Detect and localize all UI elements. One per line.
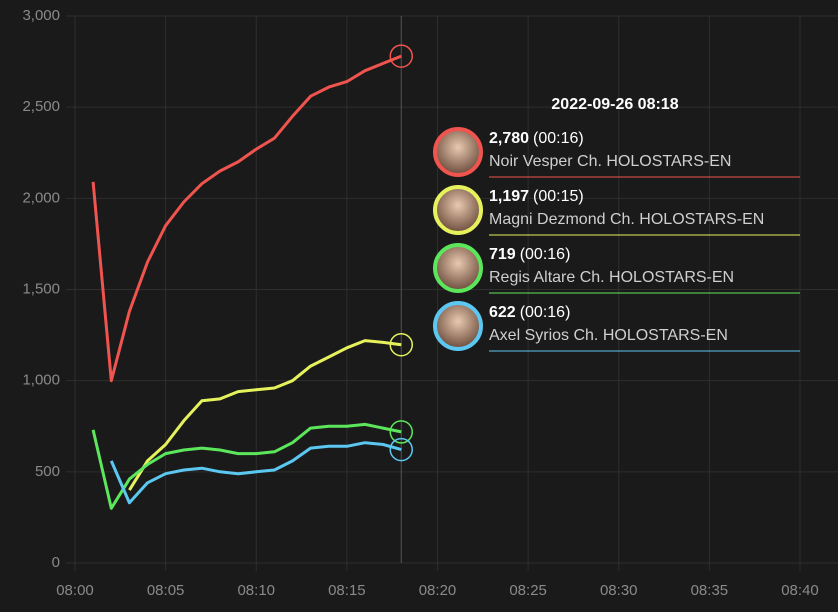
x-tick-label: 08:10 [237, 582, 275, 599]
series-line [109, 441, 402, 505]
tooltip: 2022-09-26 08:182,780 (00:16)Noir Vesper … [433, 96, 800, 352]
x-tick-label: 08:20 [419, 582, 457, 599]
series-line [91, 422, 402, 510]
hover-point [389, 332, 413, 357]
x-tick-label: 08:40 [781, 582, 819, 599]
tooltip-name: Axel Syrios Ch. HOLOSTARS-EN [489, 327, 728, 344]
value-label: 622 [489, 304, 516, 321]
elapsed: (00:15) [533, 188, 584, 205]
y-tick-label: 3,000 [22, 7, 60, 24]
x-tick-label: 08:00 [56, 582, 94, 599]
tooltip-name: Noir Vesper Ch. HOLOSTARS-EN [489, 153, 731, 170]
series-line [91, 54, 402, 383]
y-tick-label: 1,500 [22, 280, 60, 297]
tooltip-value: 2,780 (00:16) [489, 130, 584, 147]
hover-point [389, 437, 413, 462]
value-label: 2,780 [489, 130, 529, 147]
y-tick-label: 2,000 [22, 189, 60, 206]
x-tick-label: 08:25 [509, 582, 547, 599]
avatar [433, 127, 483, 177]
value-label: 1,197 [489, 188, 529, 205]
x-tick-label: 08:35 [691, 582, 729, 599]
hover-point [389, 420, 413, 444]
series-line [128, 339, 402, 491]
tooltip-name: Regis Altare Ch. HOLOSTARS-EN [489, 269, 734, 286]
y-tick-label: 2,500 [22, 98, 60, 115]
y-tick-label: 1,000 [22, 372, 60, 389]
tooltip-title: 2022-09-26 08:18 [551, 96, 678, 113]
elapsed: (00:16) [520, 304, 571, 321]
y-tick-label: 500 [35, 463, 60, 480]
tooltip-value: 1,197 (00:15) [489, 188, 584, 205]
tooltip-name: Magni Dezmond Ch. HOLOSTARS-EN [489, 211, 764, 228]
elapsed: (00:16) [533, 130, 584, 147]
hover-point [389, 44, 413, 68]
elapsed: (00:16) [520, 246, 571, 263]
x-tick-label: 08:05 [147, 582, 185, 599]
avatar [433, 243, 483, 293]
x-tick-label: 08:15 [328, 582, 366, 599]
avatar [433, 185, 483, 235]
tooltip-value: 622 (00:16) [489, 304, 570, 321]
tooltip-value: 719 (00:16) [489, 246, 570, 263]
value-label: 719 [489, 246, 516, 263]
x-tick-label: 08:30 [600, 582, 638, 599]
y-tick-label: 0 [52, 554, 60, 571]
avatar [433, 301, 483, 351]
